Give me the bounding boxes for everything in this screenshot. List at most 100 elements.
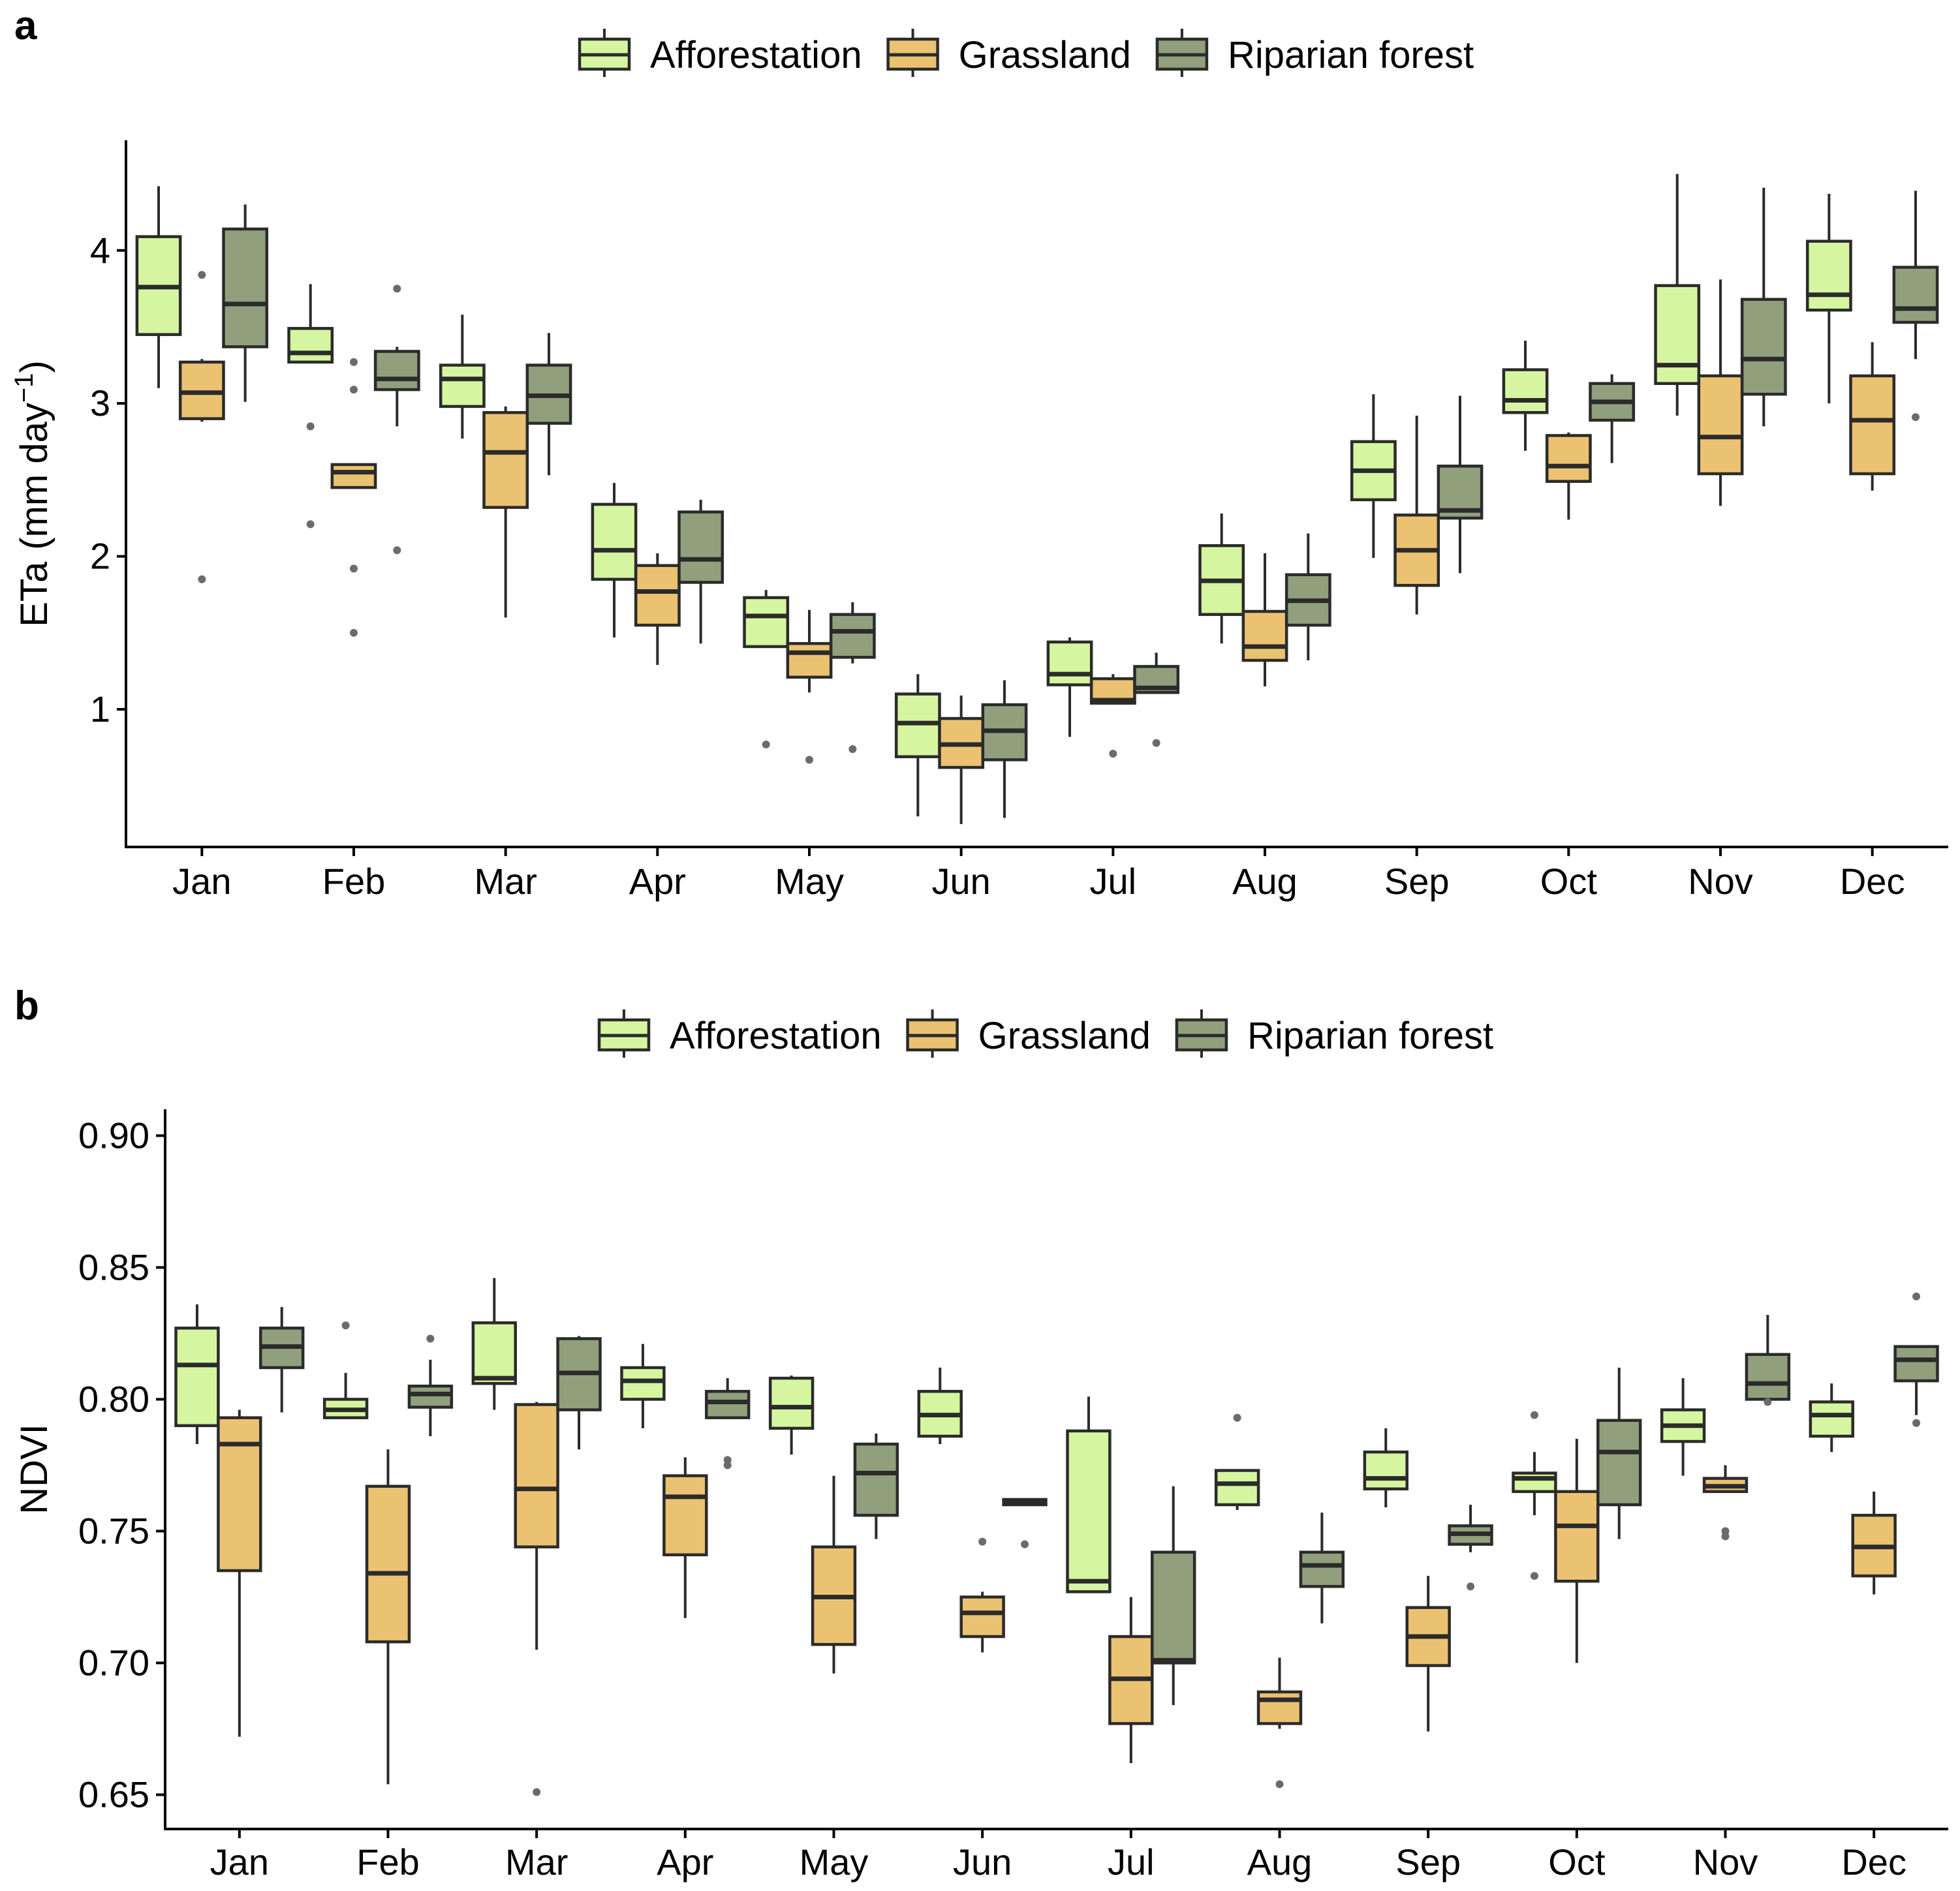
box-iqr [853, 1442, 899, 1517]
box [1241, 553, 1288, 686]
box [1350, 394, 1397, 558]
box [1596, 1367, 1642, 1539]
series-riparian-forest [259, 1292, 1939, 1706]
box-iqr [1256, 1690, 1303, 1725]
box [482, 406, 529, 618]
box [1393, 415, 1440, 615]
box-iqr [471, 1321, 517, 1385]
outlier-point [978, 1537, 987, 1546]
y-tick-label: 0.85 [78, 1246, 149, 1287]
y-tick-label: 0.80 [78, 1378, 149, 1419]
x-tick-label: Nov [1688, 861, 1753, 902]
x-tick-label: Jul [1108, 1841, 1155, 1883]
panel-letter: b [14, 983, 39, 1028]
box [174, 1304, 220, 1445]
x-tick-label: Feb [356, 1841, 420, 1883]
box-iqr [1892, 266, 1939, 324]
legend-label: Grassland [978, 1015, 1151, 1057]
y-axis-title-units: (mm day [13, 403, 55, 550]
box [1697, 279, 1744, 506]
x-tick-label: Jun [953, 1841, 1012, 1883]
y-tick-label: 1 [90, 688, 110, 730]
outlier-point [1233, 1413, 1241, 1422]
outlier-point [393, 284, 401, 293]
outlier-point [1109, 750, 1117, 758]
box [1745, 1315, 1791, 1406]
box [471, 1278, 517, 1410]
x-tick-label: Nov [1693, 1841, 1758, 1883]
outlier-point [805, 756, 813, 764]
outlier-point [198, 575, 206, 583]
panel-a: a Afforestation Grassland Riparian forest 1 2… [10, 3, 1948, 902]
outlier-point [1530, 1572, 1538, 1580]
panel-letter: a [14, 3, 37, 48]
x-tick-label: Oct [1548, 1841, 1606, 1883]
box [1849, 342, 1896, 491]
box-iqr [1596, 1419, 1642, 1507]
x-tick-label: Sep [1384, 861, 1450, 902]
box [1214, 1413, 1260, 1511]
x-tick-label: Dec [1840, 861, 1905, 902]
outlier-point [350, 386, 358, 394]
y-axis-title-main: ETa [13, 561, 55, 627]
outlier-point [1021, 1540, 1029, 1548]
box [1589, 374, 1636, 463]
box [705, 1378, 751, 1469]
box-iqr [1654, 284, 1701, 385]
y-tick-label: 2 [90, 536, 110, 577]
box [178, 271, 225, 583]
series-riparian-forest [222, 187, 1939, 818]
x-tick-label: Oct [1540, 861, 1598, 902]
box [1284, 533, 1331, 661]
box-iqr [1740, 298, 1787, 396]
box [1740, 187, 1787, 427]
box-iqr [1512, 1471, 1557, 1494]
x-tick-label: Apr [629, 861, 686, 902]
box-iqr [407, 1384, 454, 1409]
y-tick-label: 3 [90, 382, 110, 423]
box [1702, 1465, 1749, 1541]
outlier-point [393, 546, 401, 555]
box-iqr [1545, 434, 1592, 483]
outlier-point [350, 564, 358, 573]
panel-b: b Afforestation Grassland Riparian forest 0.… [13, 983, 1948, 1883]
box [373, 284, 420, 555]
box [1299, 1513, 1345, 1623]
box [1545, 432, 1592, 520]
outlier-point [762, 740, 770, 748]
series-afforestation [174, 1278, 1854, 1593]
legend-label: Afforestation [670, 1015, 882, 1057]
box-iqr [1151, 1550, 1196, 1665]
box-iqr [959, 1595, 1005, 1638]
box [287, 284, 334, 529]
box [514, 1402, 559, 1796]
box [365, 1449, 411, 1785]
box-iqr [705, 1390, 751, 1419]
x-tick-label: Feb [322, 861, 386, 902]
y-axis-title: ETa (mm day−1) [10, 360, 55, 626]
box-iqr [178, 360, 225, 420]
series-grassland [178, 271, 1896, 824]
box-iqr [1805, 239, 1852, 312]
outlier-point [1911, 413, 1920, 422]
outlier-point [533, 1788, 541, 1796]
outlier-point [306, 520, 315, 529]
box-iqr [439, 363, 486, 408]
box [1893, 1292, 1939, 1427]
legend: Afforestation Grassland Riparian forest [578, 29, 1474, 77]
box [1448, 1505, 1493, 1591]
box-iqr [217, 1416, 262, 1573]
box-iqr [222, 227, 269, 348]
x-tick-label: Apr [657, 1841, 713, 1883]
outlier-point [723, 1461, 732, 1469]
box-iqr [768, 1376, 815, 1430]
y-tick-label: 0.65 [78, 1774, 149, 1815]
legend-label: Afforestation [650, 34, 862, 76]
box [768, 1376, 815, 1455]
x-tick-label: Jan [210, 1841, 269, 1883]
outlier-point [1764, 1398, 1772, 1406]
box [811, 1475, 857, 1674]
box [1108, 1597, 1154, 1763]
box [917, 1367, 963, 1445]
